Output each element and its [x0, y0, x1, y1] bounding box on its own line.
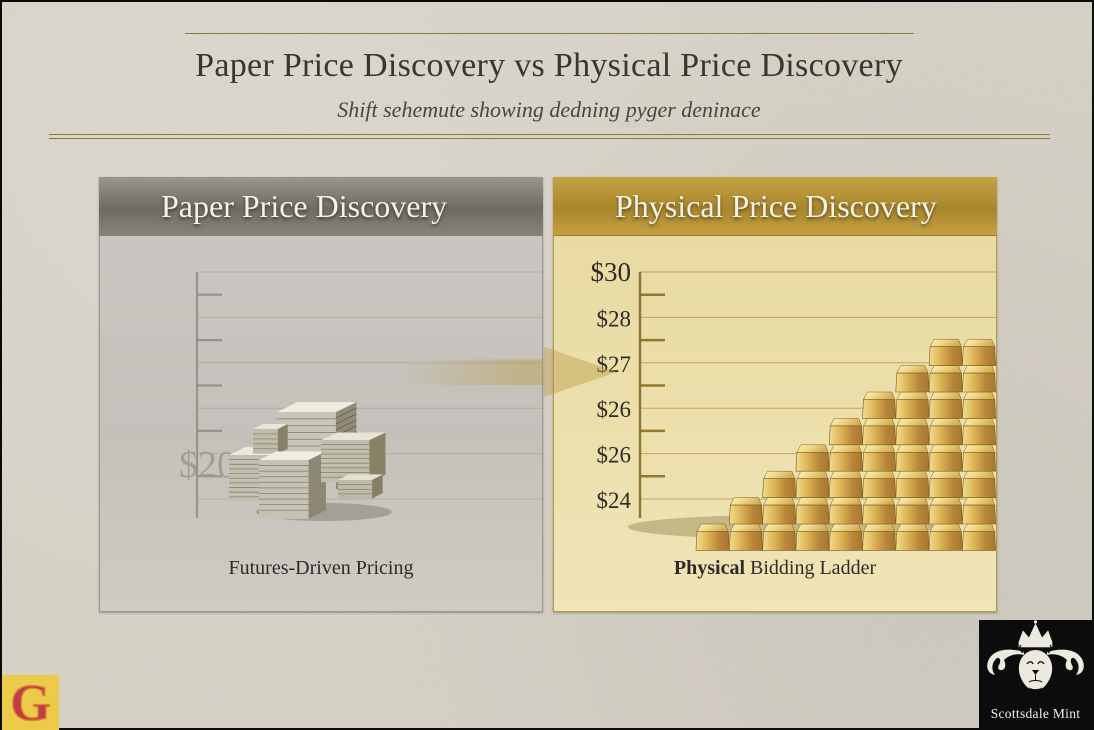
svg-text:®: ®: [1038, 674, 1041, 679]
